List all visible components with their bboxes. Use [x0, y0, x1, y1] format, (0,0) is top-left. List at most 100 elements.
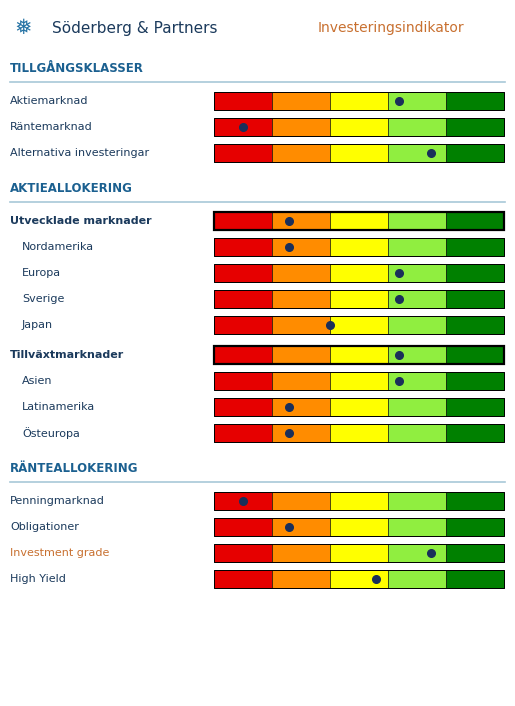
Bar — [214, 424, 504, 442]
Bar — [330, 372, 388, 390]
Bar — [272, 570, 330, 588]
Bar — [388, 92, 445, 110]
Text: Asien: Asien — [22, 376, 53, 386]
Text: TILLGÅNGSKLASSER: TILLGÅNGSKLASSER — [10, 61, 144, 75]
Bar — [214, 264, 272, 282]
Bar — [214, 544, 504, 562]
Bar — [272, 118, 330, 136]
Bar — [330, 144, 388, 162]
Bar — [214, 290, 504, 308]
Bar — [388, 492, 445, 510]
Bar — [214, 346, 272, 364]
Bar — [388, 118, 445, 136]
Bar — [214, 544, 272, 562]
Text: Söderberg & Partners: Söderberg & Partners — [52, 20, 217, 35]
Bar — [272, 316, 330, 334]
Bar — [214, 492, 272, 510]
Bar — [445, 238, 504, 256]
Bar — [445, 570, 504, 588]
Text: Penningmarknad: Penningmarknad — [10, 496, 105, 506]
Bar — [272, 144, 330, 162]
Bar — [214, 492, 504, 510]
Bar — [445, 316, 504, 334]
Bar — [388, 372, 445, 390]
Text: Utvecklade marknader: Utvecklade marknader — [10, 216, 151, 226]
Bar — [214, 398, 272, 416]
Bar — [330, 238, 388, 256]
Bar — [388, 238, 445, 256]
Bar — [214, 518, 504, 536]
Bar — [330, 316, 388, 334]
Bar — [272, 518, 330, 536]
Bar — [445, 492, 504, 510]
Bar — [445, 290, 504, 308]
Bar — [214, 290, 272, 308]
Bar — [214, 346, 504, 364]
Bar — [214, 518, 272, 536]
Text: Alternativa investeringar: Alternativa investeringar — [10, 148, 149, 158]
Bar — [388, 290, 445, 308]
Bar — [388, 570, 445, 588]
Bar — [272, 398, 330, 416]
Text: Tillväxtmarknader: Tillväxtmarknader — [10, 350, 124, 360]
Text: Investeringsindikator: Investeringsindikator — [318, 21, 465, 35]
Bar — [388, 316, 445, 334]
Text: ❅: ❅ — [14, 18, 31, 38]
Text: High Yield: High Yield — [10, 574, 66, 584]
Bar — [272, 212, 330, 230]
Bar — [214, 238, 504, 256]
Bar — [388, 144, 445, 162]
Bar — [388, 346, 445, 364]
Bar — [445, 346, 504, 364]
Text: Räntemarknad: Räntemarknad — [10, 122, 93, 132]
Bar — [445, 264, 504, 282]
Bar — [388, 518, 445, 536]
Bar — [214, 212, 504, 230]
Bar — [330, 518, 388, 536]
Bar — [272, 238, 330, 256]
Bar — [445, 518, 504, 536]
Bar — [214, 316, 504, 334]
Text: Investment grade: Investment grade — [10, 548, 109, 558]
Bar — [272, 424, 330, 442]
Bar — [214, 316, 272, 334]
Bar — [214, 92, 272, 110]
Bar — [445, 424, 504, 442]
Bar — [214, 144, 272, 162]
Bar — [388, 424, 445, 442]
Text: Obligationer: Obligationer — [10, 522, 79, 532]
Bar — [214, 570, 504, 588]
Text: Latinamerika: Latinamerika — [22, 402, 95, 412]
Bar — [388, 544, 445, 562]
Bar — [214, 118, 272, 136]
Bar — [272, 372, 330, 390]
Bar — [272, 544, 330, 562]
Bar — [272, 346, 330, 364]
Bar — [330, 264, 388, 282]
Bar — [272, 92, 330, 110]
Bar — [388, 212, 445, 230]
Bar — [214, 264, 504, 282]
Bar — [445, 212, 504, 230]
Bar — [445, 372, 504, 390]
Bar — [214, 92, 504, 110]
Bar — [214, 212, 272, 230]
Bar — [214, 424, 272, 442]
Bar — [330, 290, 388, 308]
Bar — [388, 264, 445, 282]
Text: Europa: Europa — [22, 268, 61, 278]
Bar — [330, 346, 388, 364]
Bar — [330, 398, 388, 416]
Bar — [330, 570, 388, 588]
Bar — [214, 372, 272, 390]
Bar — [330, 118, 388, 136]
Bar — [330, 544, 388, 562]
Text: Nordamerika: Nordamerika — [22, 242, 94, 252]
Bar — [214, 570, 272, 588]
Bar — [214, 144, 504, 162]
Bar — [272, 492, 330, 510]
Text: Aktiemarknad: Aktiemarknad — [10, 96, 89, 106]
Text: RÄNTEALLOKERING: RÄNTEALLOKERING — [10, 462, 139, 474]
Bar — [330, 92, 388, 110]
Bar — [388, 398, 445, 416]
